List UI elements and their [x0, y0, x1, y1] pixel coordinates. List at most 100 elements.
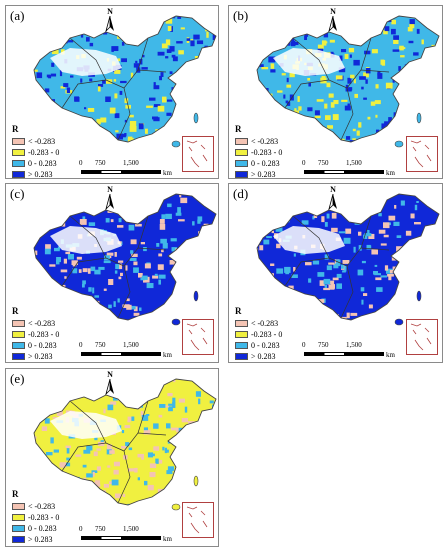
- legend-item: < -0.283: [12, 501, 59, 512]
- island: [171, 140, 181, 148]
- country-fill: [34, 16, 216, 142]
- legend-swatch: [235, 138, 248, 145]
- legend-item: -0.283 - 0: [235, 147, 282, 158]
- legend-swatch: [12, 353, 25, 360]
- legend-swatch: [12, 331, 25, 338]
- north-arrow-icon: N: [104, 7, 116, 32]
- island: [394, 140, 404, 148]
- legend-label: 0 - 0.283: [28, 341, 57, 350]
- country-boundary: [33, 193, 217, 321]
- country-fill: [34, 379, 216, 505]
- region-boundary: [292, 215, 330, 259]
- legend-label: > 0.283: [28, 352, 53, 361]
- legend-item: -0.283 - 0: [12, 147, 59, 158]
- region-boundary: [117, 265, 131, 319]
- legend: R < -0.283 -0.283 - 0 0 - 0.283 > 0.283: [235, 306, 282, 362]
- legend-swatch: [235, 149, 248, 156]
- scale-tick-label: 0: [79, 341, 83, 349]
- legend-item: > 0.283: [12, 169, 59, 179]
- map-panel-b: (b) N R < -0.283 -0.283 - 0 0 - 0.283 > 0.28…: [228, 5, 443, 179]
- legend-label: > 0.283: [28, 535, 53, 544]
- legend-swatch: [12, 514, 25, 521]
- south-china-sea-inset: [182, 136, 214, 172]
- scale-bar: 0 750 1,500 km: [302, 159, 402, 178]
- legend-label: < -0.283: [28, 319, 56, 328]
- south-china-sea-inset: [406, 136, 438, 172]
- legend-swatch: [235, 353, 248, 360]
- legend-label: < -0.283: [28, 502, 56, 511]
- scale-tick-label: 1,500: [123, 525, 139, 533]
- china-map: [33, 15, 217, 148]
- scale-unit: km: [163, 169, 172, 177]
- legend-swatch: [12, 171, 25, 178]
- legend-label: 0 - 0.283: [28, 159, 57, 168]
- legend-item: 0 - 0.283: [12, 158, 59, 169]
- region-boundary: [340, 265, 354, 319]
- scale-tick-label: 1,500: [123, 159, 139, 167]
- region-boundary: [61, 442, 125, 472]
- legend-item: > 0.283: [12, 534, 59, 545]
- legend-label: -0.283 - 0: [251, 330, 283, 339]
- legend-swatch: [235, 160, 248, 167]
- legend-label: 0 - 0.283: [28, 524, 57, 533]
- legend-label: -0.283 - 0: [28, 148, 60, 157]
- legend-title: R: [12, 306, 19, 316]
- north-arrow-icon: N: [104, 185, 116, 210]
- legend-swatch: [12, 503, 25, 510]
- legend-swatch: [12, 138, 25, 145]
- legend-label: 0 - 0.283: [251, 341, 280, 350]
- scale-tick-label: 750: [95, 525, 106, 533]
- country-boundary: [256, 15, 440, 143]
- region-boundary: [117, 450, 131, 504]
- region-boundary: [61, 257, 125, 287]
- legend-title: R: [235, 306, 242, 316]
- country-fill: [34, 194, 216, 320]
- map-panel-c: (c) N R < -0.283 -0.283 - 0 0 - 0.283 > 0.28…: [5, 183, 219, 363]
- region-boundary: [61, 79, 125, 109]
- island: [193, 475, 199, 487]
- scale-tick-label: 0: [302, 341, 306, 349]
- legend-item: < -0.283: [235, 318, 282, 329]
- country-boundary: [33, 378, 217, 506]
- legend-label: -0.283 - 0: [28, 513, 60, 522]
- region-boundary: [137, 400, 149, 434]
- south-china-sea-inset: [406, 319, 438, 355]
- legend-item: -0.283 - 0: [12, 512, 59, 523]
- scale-bar: 0 750 1,500 km: [79, 525, 179, 545]
- region-boundary: [117, 87, 131, 141]
- legend-title: R: [235, 124, 242, 134]
- map-panel-a: (a) N R < -0.283 -0.283 - 0 0 - 0.283 > 0.28…: [5, 5, 219, 179]
- panel-label: (b): [233, 8, 249, 23]
- region-boundary: [69, 215, 107, 259]
- legend-item: -0.283 - 0: [235, 329, 282, 340]
- legend-item: > 0.283: [12, 351, 59, 362]
- china-map: [33, 193, 217, 326]
- island: [171, 318, 181, 326]
- legend-label: > 0.283: [28, 170, 53, 179]
- legend-swatch: [235, 171, 248, 178]
- scale-bar-graphic: [81, 536, 161, 540]
- panel-label: (e): [10, 371, 25, 386]
- legend-swatch: [12, 525, 25, 532]
- panel-label: (a): [10, 8, 25, 23]
- scale-tick-label: 750: [318, 341, 329, 349]
- north-arrow-icon: N: [104, 370, 116, 395]
- region-boundary: [284, 257, 348, 287]
- legend-item: -0.283 - 0: [12, 329, 59, 340]
- legend: R < -0.283 -0.283 - 0 0 - 0.283 > 0.283: [12, 489, 59, 545]
- scale-tick-label: 0: [79, 159, 83, 167]
- panel-label: (c): [10, 186, 25, 201]
- island: [171, 503, 181, 511]
- scale-tick-label: 0: [79, 525, 83, 533]
- scale-bar: 0 750 1,500 km: [79, 159, 179, 178]
- scale-bar: 0 750 1,500 km: [79, 341, 179, 361]
- legend-label: < -0.283: [251, 319, 279, 328]
- north-arrow-icon: N: [327, 185, 339, 210]
- legend-label: -0.283 - 0: [28, 330, 60, 339]
- legend-item: 0 - 0.283: [12, 523, 59, 534]
- legend-item: 0 - 0.283: [235, 158, 282, 169]
- legend-item: < -0.283: [12, 318, 59, 329]
- region-boundary: [69, 400, 107, 444]
- country-boundary: [33, 15, 217, 143]
- scale-unit: km: [386, 351, 395, 359]
